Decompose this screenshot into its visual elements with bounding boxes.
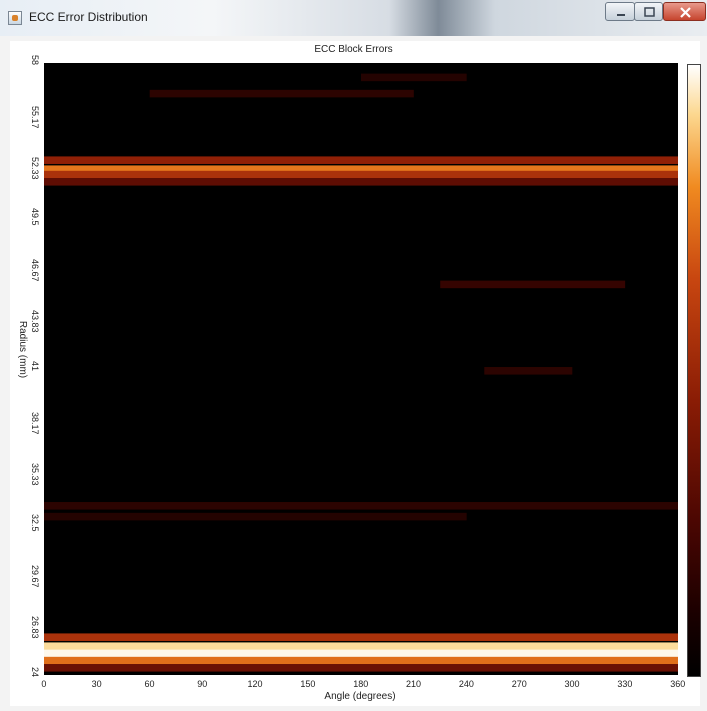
y-tick-label: 35.33 bbox=[30, 463, 40, 486]
y-tick-label: 55.17 bbox=[30, 105, 40, 129]
window-title: ECC Error Distribution bbox=[29, 10, 148, 24]
x-tick-label: 270 bbox=[511, 679, 527, 689]
x-tick-label: 0 bbox=[41, 679, 47, 689]
heatmap-band bbox=[44, 664, 678, 672]
window-titlebar: ECC Error Distribution bbox=[0, 0, 707, 37]
heatmap-band bbox=[361, 73, 467, 82]
x-tick-label: 60 bbox=[144, 679, 155, 689]
close-button[interactable] bbox=[663, 2, 706, 21]
heatmap-band bbox=[44, 165, 678, 173]
x-tick-label: 120 bbox=[247, 679, 263, 689]
heatmap-band bbox=[44, 178, 678, 186]
y-tick-label: 43.83 bbox=[30, 310, 40, 333]
y-axis-label: Radius (mm) bbox=[17, 320, 29, 379]
heatmap-band bbox=[44, 156, 678, 164]
heatmap-band bbox=[44, 642, 678, 650]
x-tick-label: 330 bbox=[617, 679, 633, 689]
maximize-icon bbox=[644, 7, 655, 17]
colorbar bbox=[687, 64, 701, 677]
heatmap-plot bbox=[44, 63, 678, 675]
y-tick-label: 41 bbox=[30, 361, 40, 372]
heatmap-band bbox=[44, 170, 678, 179]
close-icon bbox=[680, 7, 691, 18]
y-tick-label: 26.83 bbox=[30, 616, 40, 639]
y-tick-label: 52.33 bbox=[30, 157, 40, 180]
y-tick-label: 24 bbox=[30, 667, 40, 678]
java-app-icon bbox=[8, 11, 22, 25]
maximize-button[interactable] bbox=[634, 2, 663, 21]
y-tick-label: 38.17 bbox=[30, 411, 40, 435]
heatmap-band bbox=[44, 512, 467, 521]
x-tick-label: 300 bbox=[564, 679, 580, 689]
y-tick-label: 49.5 bbox=[30, 208, 40, 226]
heatmap-band bbox=[44, 649, 678, 658]
y-tick-label: 46.67 bbox=[30, 258, 40, 282]
heatmap-band bbox=[149, 89, 414, 98]
x-tick-label: 360 bbox=[670, 679, 686, 689]
heatmap-band bbox=[440, 280, 626, 289]
x-tick-label: 180 bbox=[353, 679, 369, 689]
minimize-icon bbox=[617, 14, 625, 16]
x-tick-label: 150 bbox=[300, 679, 316, 689]
y-tick-label: 32.5 bbox=[30, 514, 40, 532]
heatmap-band bbox=[44, 633, 678, 641]
x-tick-label: 30 bbox=[91, 679, 102, 689]
x-tick-label: 240 bbox=[458, 679, 474, 689]
heatmap-band bbox=[44, 656, 678, 665]
chart-title: ECC Block Errors bbox=[314, 44, 393, 55]
heatmap-band bbox=[44, 502, 678, 510]
y-tick-label: 29.67 bbox=[30, 564, 40, 588]
heatmap-background bbox=[44, 63, 678, 675]
minimize-button[interactable] bbox=[605, 2, 635, 21]
heatmap-band bbox=[484, 367, 573, 375]
x-tick-label: 90 bbox=[197, 679, 208, 689]
y-tick-label: 58 bbox=[30, 55, 40, 66]
x-axis-label: Angle (degrees) bbox=[324, 691, 396, 702]
x-tick-label: 210 bbox=[406, 679, 422, 689]
